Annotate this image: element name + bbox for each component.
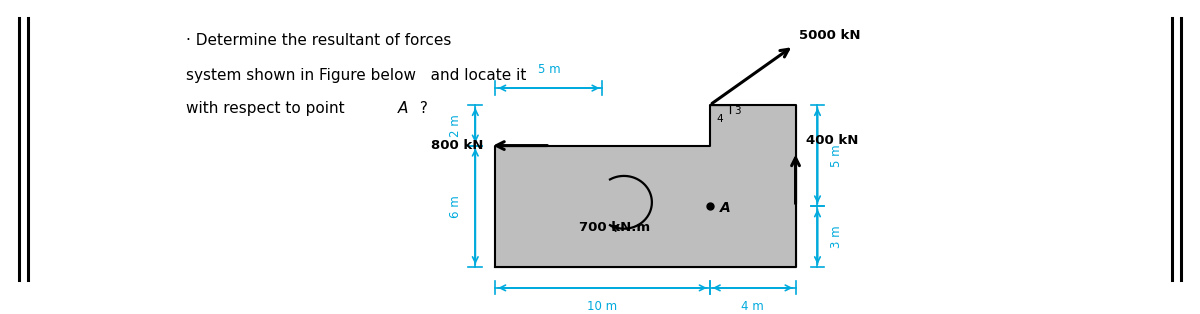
Text: 800 kN: 800 kN <box>431 139 484 152</box>
Text: 3: 3 <box>733 106 740 116</box>
Text: 400 kN: 400 kN <box>805 134 858 147</box>
Text: 10 m: 10 m <box>588 300 618 313</box>
Text: 4: 4 <box>716 114 722 123</box>
Text: 3 m: 3 m <box>830 225 844 248</box>
Text: ?: ? <box>415 101 428 116</box>
Text: 6 m: 6 m <box>449 195 462 218</box>
Text: system shown in Figure below   and locate it: system shown in Figure below and locate … <box>186 68 527 83</box>
Text: A: A <box>720 201 731 215</box>
Text: A: A <box>397 101 408 116</box>
Text: 5 m: 5 m <box>830 144 844 167</box>
Text: 4 m: 4 m <box>742 300 764 313</box>
Polygon shape <box>496 105 796 267</box>
Text: 2 m: 2 m <box>449 114 462 137</box>
Text: with respect to point: with respect to point <box>186 101 349 116</box>
Text: · Determine the resultant of forces: · Determine the resultant of forces <box>186 34 451 48</box>
Text: 5000 kN: 5000 kN <box>798 29 860 42</box>
Text: 700 kN.m: 700 kN.m <box>580 221 650 234</box>
Text: 5 m: 5 m <box>538 63 560 76</box>
